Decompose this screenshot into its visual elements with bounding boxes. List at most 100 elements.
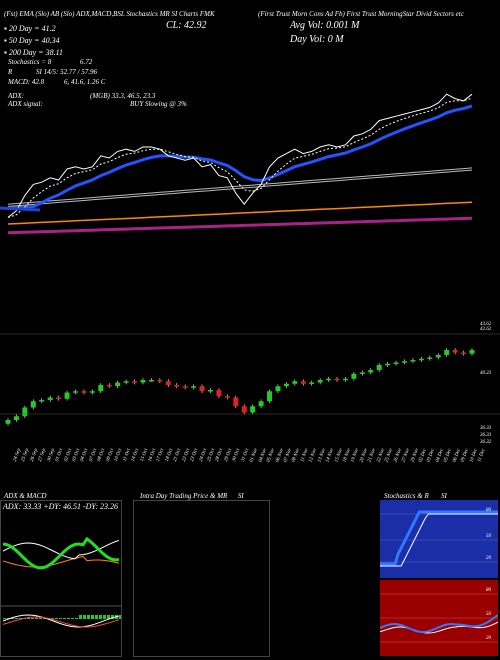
candle bbox=[359, 372, 365, 374]
macd-histogram-bar bbox=[75, 618, 78, 619]
stoch-label: Stochastics = 8 bbox=[8, 58, 52, 66]
candle bbox=[317, 380, 323, 383]
macd-histogram-bar bbox=[103, 615, 106, 619]
candle bbox=[250, 406, 256, 413]
price-tick: 36.32 bbox=[480, 440, 492, 445]
macd-label: MACD: 42.8 bbox=[8, 78, 45, 86]
rsi-tick: 20 bbox=[486, 636, 491, 641]
ema200-label: ▪ 200 Day = 38.11 bbox=[4, 48, 63, 57]
macd-histogram-bar bbox=[3, 618, 6, 619]
candle bbox=[148, 380, 154, 382]
ema200-line bbox=[7, 216, 473, 235]
candle bbox=[461, 352, 467, 354]
candle bbox=[267, 391, 273, 402]
candle bbox=[283, 383, 289, 387]
candle bbox=[275, 386, 281, 392]
macd-histogram-bar bbox=[55, 618, 58, 619]
candle bbox=[199, 386, 205, 392]
ema100-line bbox=[7, 201, 473, 225]
minus-di-line bbox=[2, 555, 120, 568]
stoch-tick: 50 bbox=[486, 534, 491, 539]
macd-histogram-bar bbox=[35, 618, 38, 619]
intraday-panel-title: Intra Day Trading Price & MR SI bbox=[140, 492, 244, 500]
macd-histogram-bar bbox=[83, 615, 86, 619]
macd-histogram-bar bbox=[99, 615, 102, 619]
macd-histogram-bar bbox=[107, 615, 110, 619]
candle bbox=[132, 381, 138, 383]
macd-histogram-bar bbox=[87, 615, 90, 619]
candle bbox=[22, 407, 28, 417]
ema20-label: ▪ 20 Day = 41.2 bbox=[4, 24, 56, 33]
close-line bbox=[7, 93, 473, 218]
day-volume: Day Vol: 0 M bbox=[290, 34, 344, 45]
ema50-line bbox=[0, 206, 41, 212]
header-line1: (Fst) EMA (Slo) AB (Slo) ADX,MACD,BSL St… bbox=[4, 10, 215, 18]
candle bbox=[300, 381, 306, 384]
candle bbox=[123, 381, 129, 383]
candle bbox=[418, 358, 424, 361]
price-chart bbox=[0, 93, 500, 426]
candle bbox=[56, 397, 62, 399]
ema-band-line bbox=[7, 169, 473, 207]
macd-histogram-bar bbox=[79, 615, 82, 619]
candle bbox=[81, 391, 87, 393]
candle bbox=[191, 386, 197, 388]
adx-signal: BUY Slowing @ 3% bbox=[130, 100, 187, 108]
stoch-tick: 80 bbox=[486, 508, 491, 513]
rsi-detail: SI 14/5: 52.77 / 57.96 bbox=[36, 68, 98, 76]
macd-histogram-bar bbox=[19, 618, 22, 619]
candle bbox=[452, 350, 458, 353]
candle bbox=[47, 397, 53, 400]
candle bbox=[106, 385, 112, 387]
candle bbox=[233, 397, 239, 407]
candle bbox=[165, 381, 171, 385]
candle bbox=[241, 406, 247, 413]
candle bbox=[5, 420, 11, 424]
candle bbox=[393, 362, 399, 364]
candle bbox=[342, 378, 348, 381]
adx-values: ADX: 33.33 +DY: 46.51 -DY: 23.26 bbox=[3, 502, 119, 511]
adx-panel-title: ADX & MACD bbox=[4, 492, 47, 500]
candle bbox=[309, 382, 315, 384]
price-tick: 42.62 bbox=[480, 327, 492, 332]
stoch-panel: 80 50 20 bbox=[380, 500, 498, 578]
ema50-line bbox=[7, 104, 473, 211]
adx-macd-panel: ADX: 33.33 +DY: 46.51 -DY: 23.26 bbox=[0, 500, 122, 657]
macd-histogram-bar bbox=[39, 618, 42, 619]
close-price: CL: 42.92 bbox=[166, 20, 207, 31]
macd-histogram-bar bbox=[67, 618, 70, 619]
stoch-tick: 20 bbox=[486, 556, 491, 561]
candle bbox=[224, 396, 230, 398]
macd-histogram-bar bbox=[71, 618, 74, 619]
candle bbox=[89, 391, 95, 393]
candle bbox=[115, 382, 121, 387]
rsi-tick: 50 bbox=[486, 612, 491, 617]
stoch-d-line bbox=[380, 513, 498, 567]
candle bbox=[326, 378, 332, 381]
candle bbox=[292, 381, 298, 384]
stoch-panel-title: Stochastics & R SI bbox=[384, 492, 447, 500]
date-axis: 24 Sep 25 Sep 26 Sep 27 Sep 30 Sep 01 Oct 02 O… bbox=[0, 448, 500, 488]
candle bbox=[258, 401, 264, 407]
rsi-signal-line bbox=[380, 621, 498, 634]
candle bbox=[376, 365, 382, 370]
macd-histogram-bar bbox=[59, 618, 62, 619]
candle bbox=[157, 380, 163, 382]
candle bbox=[64, 392, 70, 399]
macd-histogram-bar bbox=[91, 615, 94, 619]
avg-volume: Avg Vol: 0.001 M bbox=[290, 20, 360, 31]
ema50-label: ▪ 50 Day = 40.34 bbox=[4, 36, 60, 45]
candle bbox=[351, 373, 357, 379]
macd-signal-line bbox=[2, 616, 120, 628]
candle bbox=[216, 390, 222, 397]
rsi-tick: 80 bbox=[486, 588, 491, 593]
candle bbox=[72, 391, 78, 393]
macd-detail: 6, 41.6, 1.26 C bbox=[64, 78, 106, 86]
rsi-panel: 80 50 20 bbox=[380, 580, 498, 656]
macd-histogram-bar bbox=[111, 615, 114, 619]
macd-histogram-bar bbox=[11, 618, 14, 619]
price-tick: 36.33 bbox=[480, 433, 492, 438]
macd-histogram-bar bbox=[15, 618, 18, 619]
macd-histogram-bar bbox=[27, 618, 30, 619]
stoch-value: 6.72 bbox=[80, 58, 93, 66]
